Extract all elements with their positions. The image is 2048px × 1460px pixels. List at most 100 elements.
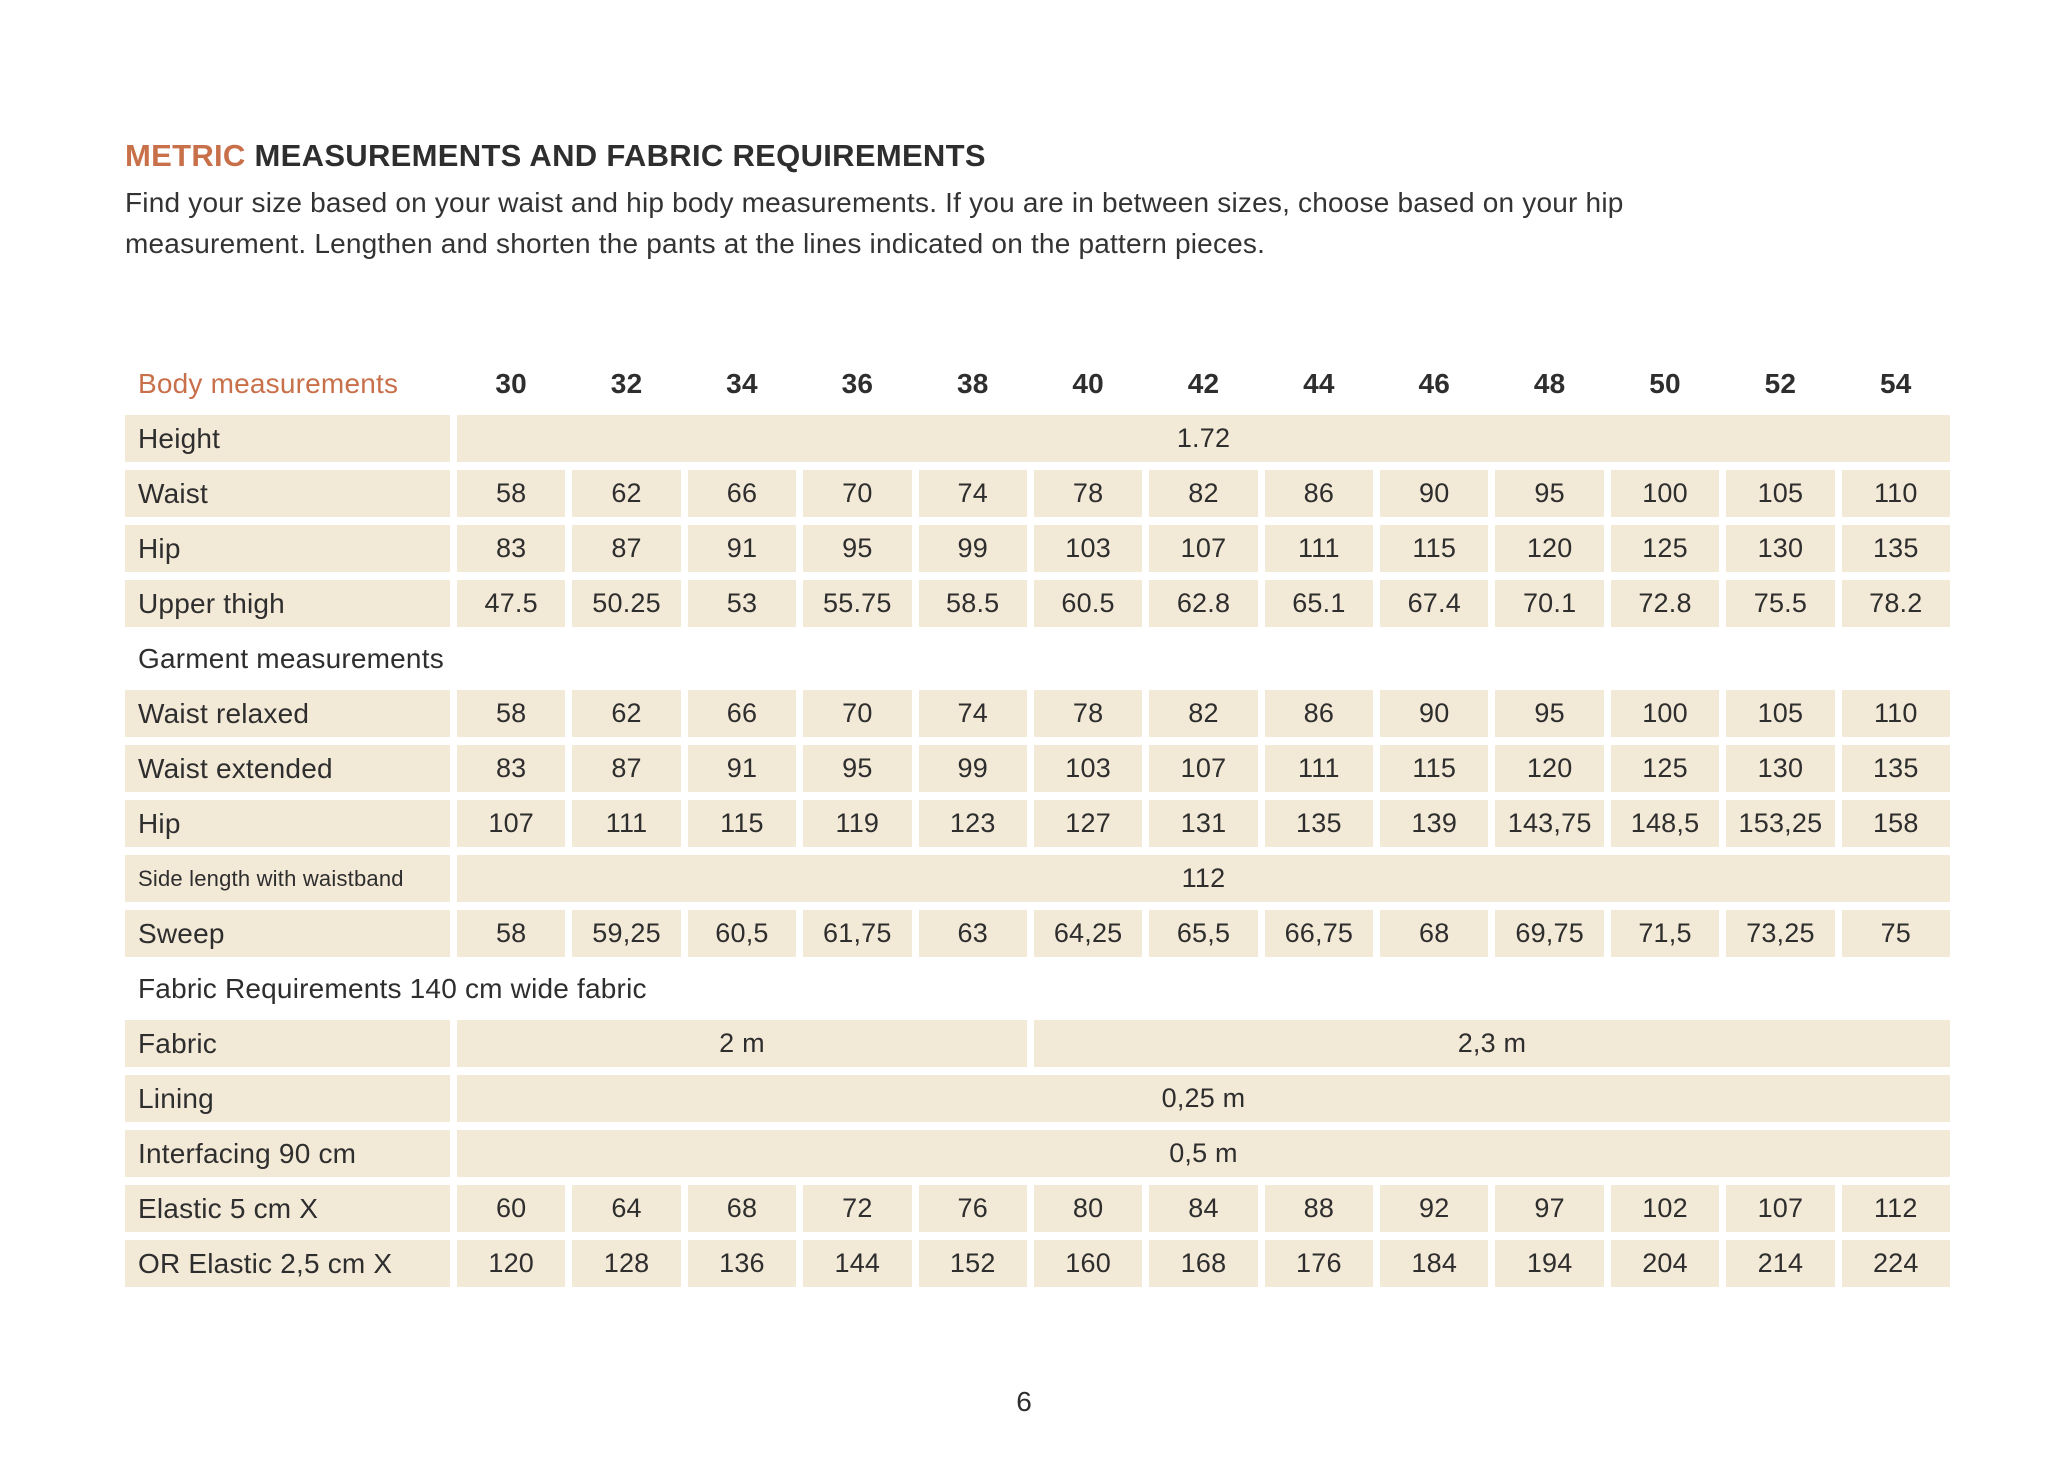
size-column-header-34: 34 <box>726 367 758 399</box>
value-cell: 148,5 <box>1610 800 1720 847</box>
value-cell: 105 <box>1726 470 1835 517</box>
value-cell: 58 <box>457 470 566 517</box>
value-cell: 110 <box>1841 690 1950 737</box>
value-cell: 76 <box>918 1185 1027 1232</box>
value-cell: 70 <box>803 470 912 517</box>
value-cell: 80 <box>1033 1185 1143 1232</box>
value-cell: 110 <box>1841 470 1950 517</box>
value-cell: 136 <box>687 1240 797 1287</box>
size-column-header-46: 46 <box>1418 367 1451 399</box>
value-cell: 112 <box>1841 1185 1950 1232</box>
merged-value-cell: 0,5 m <box>457 1130 1950 1177</box>
value-cell: 60.5 <box>1033 580 1143 627</box>
value-cell: 125 <box>1610 745 1720 792</box>
value-cell: 130 <box>1726 745 1835 792</box>
value-cell: 65.1 <box>1264 580 1374 627</box>
value-cell: 135 <box>1264 800 1374 847</box>
section-header: Fabric Requirements 140 cm wide fabric <box>138 972 647 1004</box>
value-cell: 99 <box>918 745 1027 792</box>
value-cell: 103 <box>1033 745 1143 792</box>
row-label: Sweep <box>125 910 450 957</box>
value-cell: 58.5 <box>918 580 1027 627</box>
value-cell: 50.25 <box>572 580 681 627</box>
value-cell: 71,5 <box>1610 910 1720 957</box>
value-cell: 130 <box>1726 525 1835 572</box>
value-cell: 58 <box>457 690 566 737</box>
value-cell: 62 <box>572 690 681 737</box>
span-value-cell: 2,3 m <box>1033 1020 1950 1067</box>
value-cell: 90 <box>1380 690 1489 737</box>
value-cell: 74 <box>918 690 1027 737</box>
value-cell: 82 <box>1149 690 1258 737</box>
value-cell: 125 <box>1610 525 1720 572</box>
value-cell: 60 <box>457 1185 566 1232</box>
value-cell: 100 <box>1610 470 1720 517</box>
value-cell: 103 <box>1033 525 1143 572</box>
table-header-label: Body measurements <box>138 367 399 399</box>
value-cell: 91 <box>687 525 797 572</box>
value-cell: 63 <box>918 910 1027 957</box>
value-cell: 55.75 <box>803 580 912 627</box>
size-column-header-48: 48 <box>1533 367 1566 399</box>
value-cell: 70 <box>803 690 912 737</box>
value-cell: 95 <box>803 525 912 572</box>
measurement-table: Body measurements 30 32 34 36 38 40 42 44 46 48 50 5… <box>125 360 1950 1287</box>
value-cell: 73,25 <box>1726 910 1835 957</box>
size-column-header-36: 36 <box>841 367 874 399</box>
value-cell: 75.5 <box>1726 580 1835 627</box>
value-cell: 91 <box>687 745 797 792</box>
row-label: Waist <box>125 470 450 517</box>
value-cell: 168 <box>1149 1240 1258 1287</box>
value-cell: 95 <box>1495 470 1604 517</box>
value-cell: 194 <box>1495 1240 1604 1287</box>
size-column-header-30: 30 <box>495 367 527 399</box>
size-column-header-50: 50 <box>1649 367 1681 399</box>
value-cell: 72 <box>803 1185 912 1232</box>
value-cell: 59,25 <box>572 910 681 957</box>
value-cell: 99 <box>918 525 1027 572</box>
value-cell: 204 <box>1610 1240 1720 1287</box>
value-cell: 123 <box>918 800 1027 847</box>
value-cell: 75 <box>1841 910 1950 957</box>
value-cell: 72.8 <box>1610 580 1720 627</box>
value-cell: 158 <box>1841 800 1950 847</box>
value-cell: 152 <box>918 1240 1027 1287</box>
value-cell: 160 <box>1033 1240 1143 1287</box>
value-cell: 139 <box>1380 800 1489 847</box>
value-cell: 83 <box>457 745 566 792</box>
value-cell: 119 <box>803 800 912 847</box>
value-cell: 111 <box>1264 745 1374 792</box>
value-cell: 60,5 <box>687 910 797 957</box>
value-cell: 115 <box>687 800 797 847</box>
row-label: Waist relaxed <box>125 690 450 737</box>
value-cell: 62.8 <box>1149 580 1258 627</box>
value-cell: 58 <box>457 910 566 957</box>
value-cell: 107 <box>1149 525 1258 572</box>
value-cell: 70.1 <box>1495 580 1604 627</box>
value-cell: 115 <box>1380 525 1489 572</box>
value-cell: 65,5 <box>1149 910 1258 957</box>
value-cell: 111 <box>1264 525 1374 572</box>
row-label: Lining <box>125 1075 450 1122</box>
value-cell: 120 <box>1495 745 1604 792</box>
value-cell: 111 <box>572 800 681 847</box>
value-cell: 66 <box>687 690 797 737</box>
row-label: Fabric <box>125 1020 450 1067</box>
value-cell: 61,75 <box>803 910 912 957</box>
value-cell: 53 <box>687 580 797 627</box>
value-cell: 120 <box>457 1240 566 1287</box>
row-label: Hip <box>125 800 450 847</box>
value-cell: 128 <box>572 1240 681 1287</box>
value-cell: 64,25 <box>1033 910 1143 957</box>
value-cell: 107 <box>1726 1185 1835 1232</box>
size-column-header-44: 44 <box>1303 367 1335 399</box>
page-number: 6 <box>1016 1386 1032 1417</box>
value-cell: 83 <box>457 525 566 572</box>
value-cell: 120 <box>1495 525 1604 572</box>
merged-value-cell: 112 <box>457 855 1950 902</box>
intro-text: Find your size based on your waist and h… <box>125 187 1624 259</box>
title-accent: METRIC <box>125 138 246 173</box>
size-column-header-40: 40 <box>1072 367 1104 399</box>
size-column-header-32: 32 <box>610 367 643 399</box>
value-cell: 95 <box>803 745 912 792</box>
